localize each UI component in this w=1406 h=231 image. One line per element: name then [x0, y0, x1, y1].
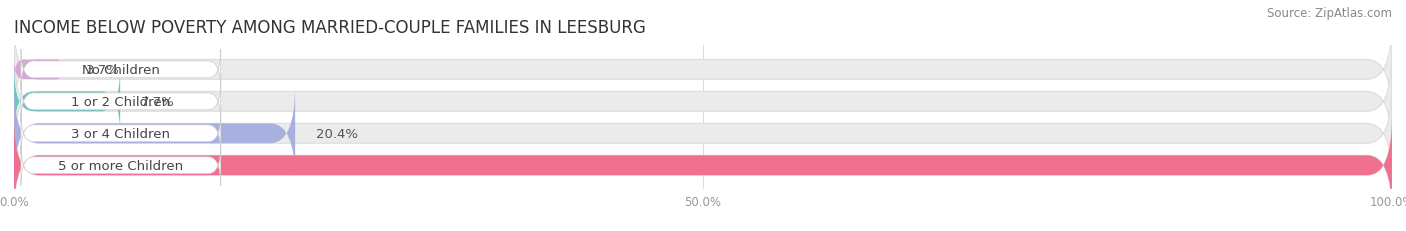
FancyBboxPatch shape: [14, 23, 1392, 118]
FancyBboxPatch shape: [21, 82, 221, 122]
FancyBboxPatch shape: [21, 145, 221, 186]
FancyBboxPatch shape: [14, 59, 65, 81]
Text: 3 or 4 Children: 3 or 4 Children: [72, 127, 170, 140]
Text: 1 or 2 Children: 1 or 2 Children: [72, 95, 170, 108]
FancyBboxPatch shape: [14, 68, 120, 136]
FancyBboxPatch shape: [14, 118, 1392, 213]
Text: No Children: No Children: [82, 64, 160, 76]
FancyBboxPatch shape: [14, 118, 1392, 213]
Text: Source: ZipAtlas.com: Source: ZipAtlas.com: [1267, 7, 1392, 20]
FancyBboxPatch shape: [21, 50, 221, 90]
Text: 3.7%: 3.7%: [86, 64, 120, 76]
Text: 7.7%: 7.7%: [141, 95, 174, 108]
FancyBboxPatch shape: [14, 86, 1392, 181]
FancyBboxPatch shape: [21, 113, 221, 154]
Text: 20.4%: 20.4%: [316, 127, 357, 140]
Text: 5 or more Children: 5 or more Children: [58, 159, 183, 172]
FancyBboxPatch shape: [14, 86, 295, 181]
FancyBboxPatch shape: [14, 55, 1392, 149]
Text: INCOME BELOW POVERTY AMONG MARRIED-COUPLE FAMILIES IN LEESBURG: INCOME BELOW POVERTY AMONG MARRIED-COUPL…: [14, 18, 645, 36]
